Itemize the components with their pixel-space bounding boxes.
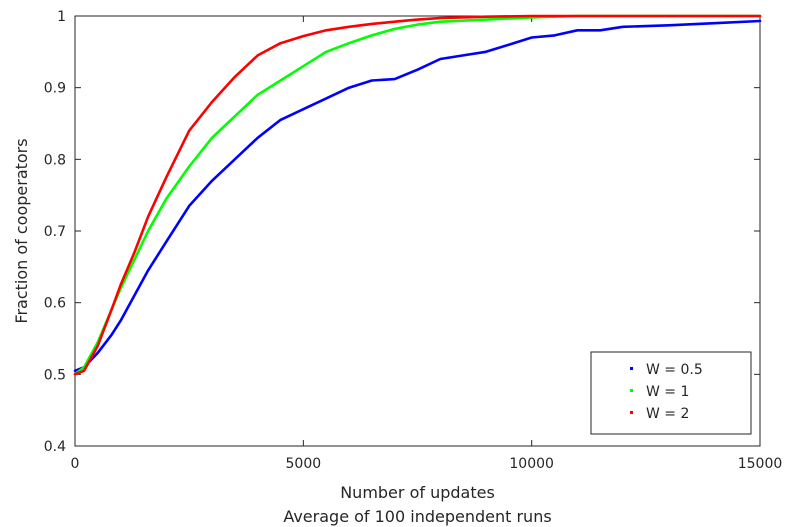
y-tick-label: 1	[57, 9, 66, 25]
legend-label-w05: W = 0.5	[646, 362, 703, 378]
x-tick-label: 5000	[286, 456, 322, 472]
x-tick-label: 10000	[509, 456, 554, 472]
legend: W = 0.5 W = 1 W = 2	[590, 351, 752, 435]
legend-marker-w2	[630, 411, 633, 414]
series-line-2	[73, 14, 762, 376]
legend-marker-w1	[630, 389, 633, 392]
legend-label-w1: W = 1	[646, 384, 689, 400]
series-line-0	[73, 19, 762, 373]
x-tick-label: 15000	[738, 456, 783, 472]
legend-label-w2: W = 2	[646, 406, 689, 422]
y-tick-label: 0.7	[44, 224, 66, 240]
y-tick-label: 0.8	[44, 152, 66, 168]
y-tick-label: 0.9	[44, 81, 66, 97]
y-tick-label: 0.5	[44, 367, 66, 383]
y-tick-label: 0.6	[44, 296, 66, 312]
y-axis-title: Fraction of cooperators	[12, 138, 31, 323]
legend-marker-w05	[630, 367, 633, 370]
y-tick-label: 0.4	[44, 439, 66, 455]
x-axis-title: Number of updates	[340, 483, 495, 502]
x-tick-label: 0	[71, 456, 80, 472]
axis-ticks: 0 5000 10000 15000 0.4 0.5 0.6 0.7 0.8 0.9 1	[44, 9, 783, 472]
legend-box	[590, 351, 752, 435]
chart-subtitle: Average of 100 independent runs	[283, 507, 551, 526]
data-series	[73, 14, 762, 376]
